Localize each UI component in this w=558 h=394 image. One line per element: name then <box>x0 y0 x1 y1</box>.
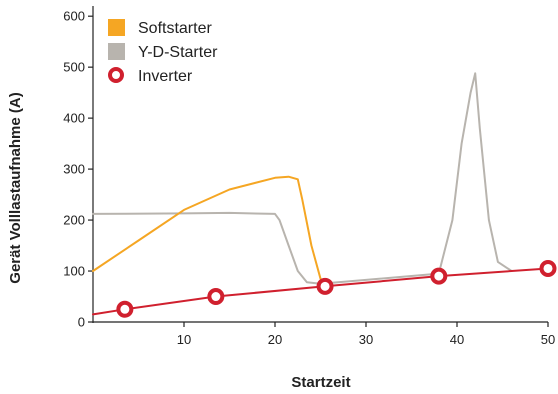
x-axis-title: Startzeit <box>291 374 350 391</box>
chart-series <box>92 72 557 318</box>
data-point-inverter <box>207 288 225 306</box>
legend-label-y-d-starter: Y-D-Starter <box>138 44 218 61</box>
y-tick-label: 400 <box>63 111 85 126</box>
y-tick-label: 200 <box>63 213 85 228</box>
data-point-inverter <box>116 300 134 318</box>
y-tick-label: 0 <box>78 315 85 330</box>
y-tick-label: 100 <box>63 264 85 279</box>
x-tick-label: 30 <box>359 332 373 347</box>
data-point-inverter <box>316 277 334 295</box>
chart-legend: Softstarter Y-D-Starter Inverter <box>108 19 218 85</box>
chart-axes: 0 100 200 300 400 500 600 10 20 30 40 50 <box>63 6 555 347</box>
y-tick-label: 500 <box>63 60 85 75</box>
data-point-inverter <box>430 267 448 285</box>
legend-swatch-softstarter <box>108 19 125 36</box>
x-tick-label: 50 <box>541 332 555 347</box>
x-tick-label: 20 <box>268 332 282 347</box>
series-line-softstarter <box>92 175 327 285</box>
series-line-y-d-starter <box>92 72 513 285</box>
legend-marker-inverter <box>108 67 124 83</box>
y-tick-label: 600 <box>63 9 85 24</box>
x-tick-label: 40 <box>450 332 464 347</box>
y-tick-label: 300 <box>63 162 85 177</box>
x-tick-label: 10 <box>177 332 191 347</box>
legend-swatch-y-d-starter <box>108 43 125 60</box>
legend-label-softstarter: Softstarter <box>138 20 212 37</box>
y-axis-title: Gerät Volllastaufnahme (A) <box>7 92 24 283</box>
data-point-inverter <box>539 259 557 277</box>
legend-label-inverter: Inverter <box>138 68 193 85</box>
